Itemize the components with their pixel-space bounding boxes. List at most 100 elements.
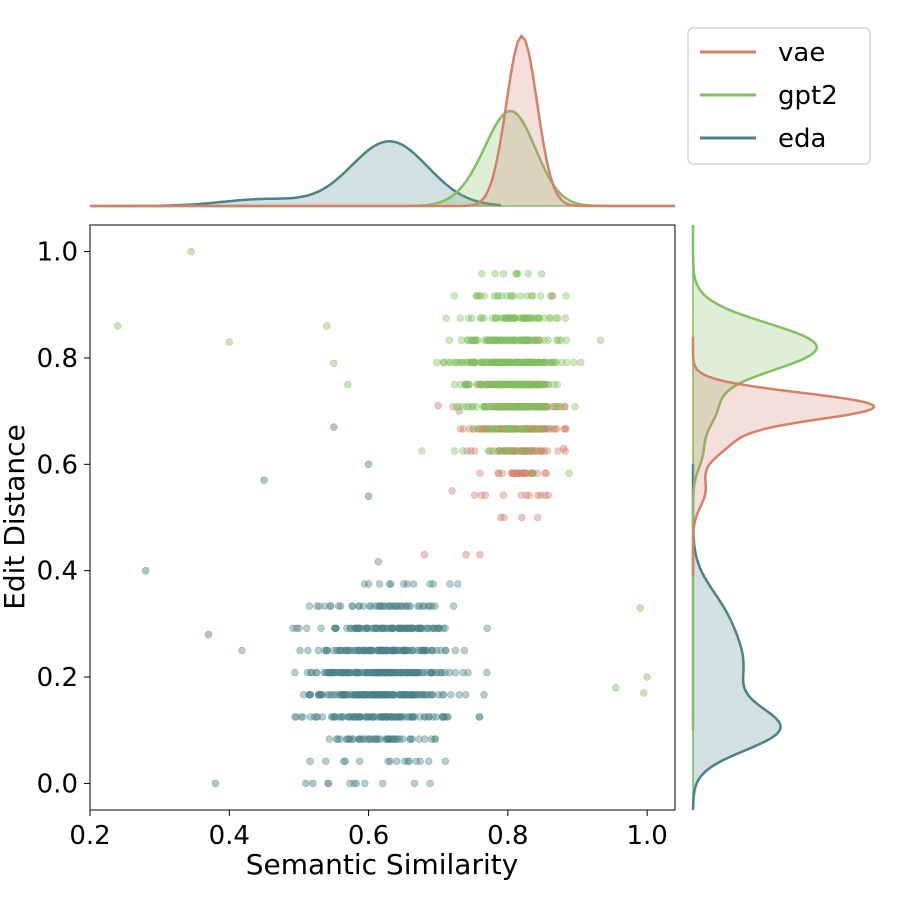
point-gpt2	[502, 358, 510, 367]
point-eda	[334, 735, 342, 743]
point-vae	[544, 491, 552, 499]
point-gpt2	[445, 336, 453, 344]
point-gpt2	[505, 314, 513, 322]
point-vae	[476, 469, 484, 477]
point-eda	[364, 492, 373, 500]
point-eda	[383, 735, 391, 743]
point-eda	[335, 713, 344, 721]
point-eda	[374, 624, 382, 632]
point-gpt2	[516, 292, 525, 300]
point-gpt2	[497, 292, 506, 300]
point-gpt2	[480, 336, 489, 344]
point-eda	[425, 602, 433, 610]
point-eda	[336, 646, 344, 655]
point-eda	[414, 602, 422, 610]
point-eda	[338, 668, 346, 677]
point-eda	[438, 691, 446, 699]
point-vae	[535, 425, 544, 433]
point-eda	[340, 668, 348, 677]
point-eda	[416, 757, 424, 765]
point-eda	[337, 602, 345, 610]
point-eda	[454, 580, 462, 588]
point-gpt2	[512, 336, 520, 344]
point-eda	[363, 624, 371, 632]
point-eda	[327, 602, 335, 610]
point-gpt2	[480, 314, 488, 322]
point-eda	[430, 668, 438, 677]
point-eda	[360, 580, 369, 588]
y-tick-label: 1.0	[37, 238, 78, 268]
point-eda	[369, 713, 377, 721]
point-eda	[342, 691, 350, 699]
point-eda	[378, 602, 386, 610]
point-eda	[401, 757, 409, 765]
point-eda	[451, 668, 460, 677]
point-gpt2	[479, 403, 487, 411]
point-gpt2	[450, 292, 458, 300]
point-eda	[406, 735, 415, 743]
point-eda	[483, 624, 491, 632]
point-eda	[414, 668, 422, 677]
point-gpt2	[464, 403, 473, 411]
point-gpt2	[540, 380, 549, 389]
point-eda	[376, 691, 384, 699]
point-eda	[386, 757, 394, 765]
point-eda	[340, 757, 348, 765]
point-eda	[300, 691, 308, 699]
point-eda	[391, 646, 399, 655]
point-eda	[375, 580, 384, 588]
point-eda	[445, 668, 454, 677]
point-vae	[517, 491, 525, 499]
point-eda	[310, 713, 319, 721]
point-gpt2	[531, 403, 539, 411]
point-eda	[397, 624, 405, 632]
point-eda	[354, 624, 363, 632]
point-eda	[368, 646, 376, 655]
point-eda	[412, 757, 420, 765]
point-gpt2	[513, 358, 521, 367]
point-eda	[418, 624, 426, 632]
point-gpt2	[323, 322, 331, 330]
point-gpt2	[514, 425, 522, 433]
point-gpt2	[519, 314, 527, 322]
point-eda	[322, 757, 330, 765]
point-gpt2	[529, 469, 537, 477]
point-eda	[299, 713, 307, 721]
point-eda	[433, 646, 441, 655]
point-eda	[295, 624, 303, 632]
point-gpt2	[512, 270, 521, 278]
point-eda	[338, 713, 347, 721]
point-eda	[385, 580, 394, 588]
point-gpt2	[552, 314, 560, 322]
point-eda	[306, 691, 314, 699]
point-eda	[316, 691, 324, 699]
point-gpt2	[529, 314, 537, 322]
point-vae	[540, 447, 549, 455]
point-eda	[366, 735, 375, 743]
point-gpt2	[452, 403, 461, 411]
point-vae	[509, 469, 517, 477]
point-gpt2	[469, 358, 478, 367]
point-eda	[318, 713, 327, 721]
point-eda	[447, 691, 455, 699]
point-vae	[462, 550, 470, 559]
point-gpt2	[506, 292, 515, 300]
point-eda	[354, 691, 362, 699]
point-gpt2	[330, 359, 338, 367]
point-eda	[395, 602, 403, 610]
point-gpt2	[533, 425, 542, 433]
point-eda	[367, 691, 376, 699]
point-eda	[437, 668, 446, 677]
point-eda	[392, 735, 400, 743]
y-axis-title: Edit Distance	[0, 424, 31, 610]
point-eda	[360, 646, 368, 655]
point-gpt2	[535, 336, 544, 344]
point-gpt2	[491, 270, 499, 278]
point-eda	[418, 646, 426, 655]
x-axis-title: Semantic Similarity	[246, 848, 519, 881]
point-eda	[374, 558, 382, 566]
point-gpt2	[508, 447, 516, 455]
point-eda	[318, 691, 326, 699]
point-eda	[341, 646, 350, 655]
